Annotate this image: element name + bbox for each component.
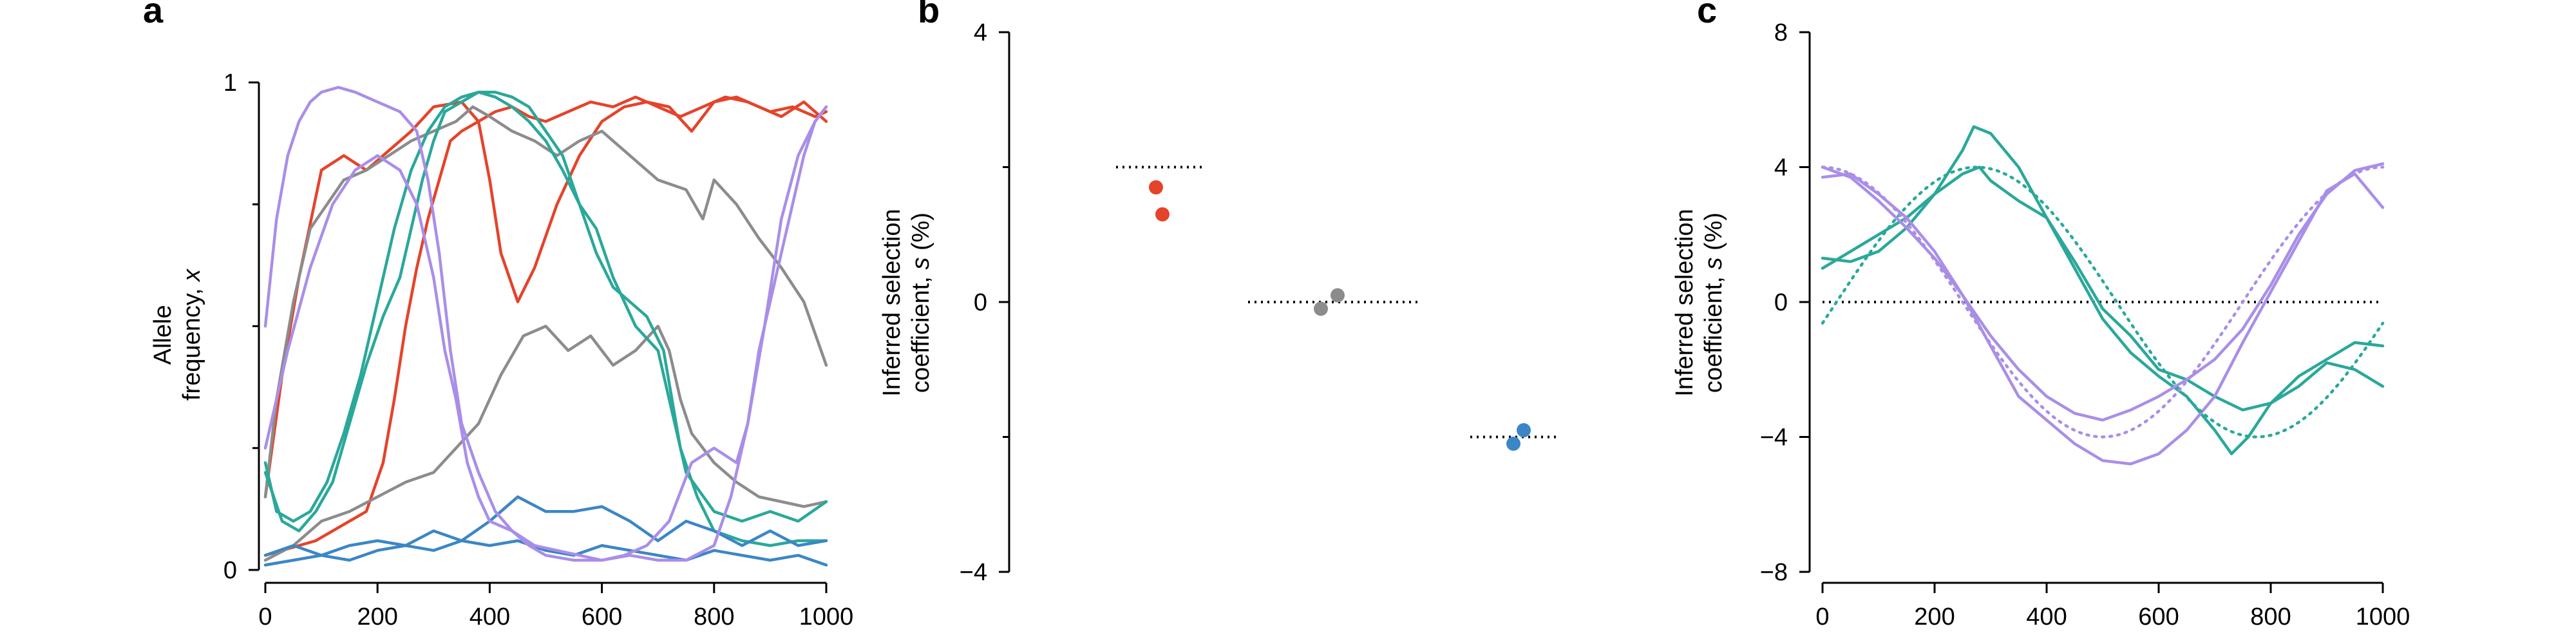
panel-c-solid-teal-1 [1821,166,2385,412]
panel-letter-a: a [143,0,164,30]
panel-b-axes: 4 0 −4 [960,19,1010,586]
panel-a-xtick-label: 1000 [799,603,854,630]
panel-b-point-red-1 [1155,207,1170,222]
panel-c-solid-purple-3 [1821,162,2385,422]
panel-a-xtick-label: 800 [694,603,734,630]
panel-c-ytick-label: 8 [1774,19,1788,46]
panel-a-ytick-label: 0 [223,557,237,584]
panel-a-xtick-label: 600 [582,603,622,630]
panel-c-xtick-label: 600 [2138,603,2179,630]
panel-a-series-blue-6 [263,495,828,557]
panel-b-ylabel-text: coefficient, [907,270,934,393]
panel-a-axes: 0 1 0 200 400 600 800 1000 [223,70,853,630]
panel-c-solid-purple-2 [1821,172,2385,466]
panel-c-axes: 8 4 0 −4 −8 0 200 400 600 800 1000 [1760,19,2410,630]
panel-a-xtick-label: 0 [258,603,272,630]
panel-b-point-blue-1 [1517,423,1531,438]
panel-c-dotted-teal-4 [1821,166,2385,439]
panel-c-ylabel-text: coefficient, [1700,270,1727,393]
panel-c-ylabel-line2: coefficient, s (%) [1700,213,1727,393]
panel-c-ylabel-line1: Inferred selection [1671,209,1698,397]
panel-b-point-gray-0 [1314,301,1328,316]
panel-a-ylabel-text: frequency, [178,281,205,401]
panel-b-ylabel-line2: coefficient, s (%) [907,213,934,393]
panel-a-series-teal-4 [263,90,828,523]
panel-c-xtick-label: 0 [1815,603,1829,630]
panel-b-ylabel-hat: s [907,258,934,270]
panel-c-xtick-label: 200 [1914,603,1955,630]
panel-a: 0 1 0 200 400 600 800 1000 Allele frequency, x [149,70,853,630]
panel-c-xtick-label: 800 [2250,603,2291,630]
panel-b-point-red-0 [1149,180,1163,194]
panel-a-xtick-label: 200 [357,603,397,630]
panel-a-xtick-label: 400 [469,603,510,630]
panel-b-point-blue-0 [1506,436,1520,451]
panel-b-point-gray-1 [1331,288,1345,303]
panel-c-ytick-label: −4 [1760,424,1788,451]
panel-a-trajectories [263,86,828,567]
panel-b-ylabel-unit: (%) [907,213,934,258]
panel-c: 8 4 0 −4 −8 0 200 400 600 800 1000 Inferred select… [1671,19,2410,630]
panel-b-ytick-label: 4 [974,19,987,46]
panel-c-ytick-label: 0 [1774,289,1788,316]
panel-b-ytick-label: −4 [960,559,987,586]
panel-c-ytick-label: −8 [1760,559,1788,586]
panel-a-ylabel-line1: Allele [149,305,176,365]
panel-b: 4 0 −4 Inferred selection coefficient, s (… [878,19,1557,586]
panel-a-series-red-0 [263,95,828,498]
panel-a-series-red-1 [263,95,828,557]
panel-b-marks [1116,166,1557,451]
panel-a-ytick-label: 1 [223,70,237,97]
panel-c-ytick-label: 4 [1774,155,1788,182]
panel-a-series-blue-7 [263,539,828,567]
panel-a-series-gray-3 [263,325,828,562]
panel-c-dotted-purple-5 [1821,166,2385,439]
panel-c-lines [1821,125,2385,466]
panel-a-ylabel-var: x [178,268,205,283]
panel-c-xtick-label: 400 [2026,603,2067,630]
panel-c-ylabel-unit: (%) [1700,213,1727,258]
panel-c-ylabel-hat: s [1700,258,1727,270]
panel-a-series-teal-5 [263,90,828,547]
panel-letter-b: b [918,0,940,30]
panel-a-series-purple-9 [263,105,828,562]
panel-c-solid-teal-0 [1821,125,2385,455]
panel-letter-c: c [1697,0,1717,30]
panel-a-ylabel-line2: frequency, x [178,268,205,401]
panel-b-ytick-label: 0 [974,289,987,316]
panel-c-xtick-label: 1000 [2356,603,2410,630]
panel-a-series-gray-2 [263,105,828,498]
panel-b-ylabel-line1: Inferred selection [878,209,905,397]
